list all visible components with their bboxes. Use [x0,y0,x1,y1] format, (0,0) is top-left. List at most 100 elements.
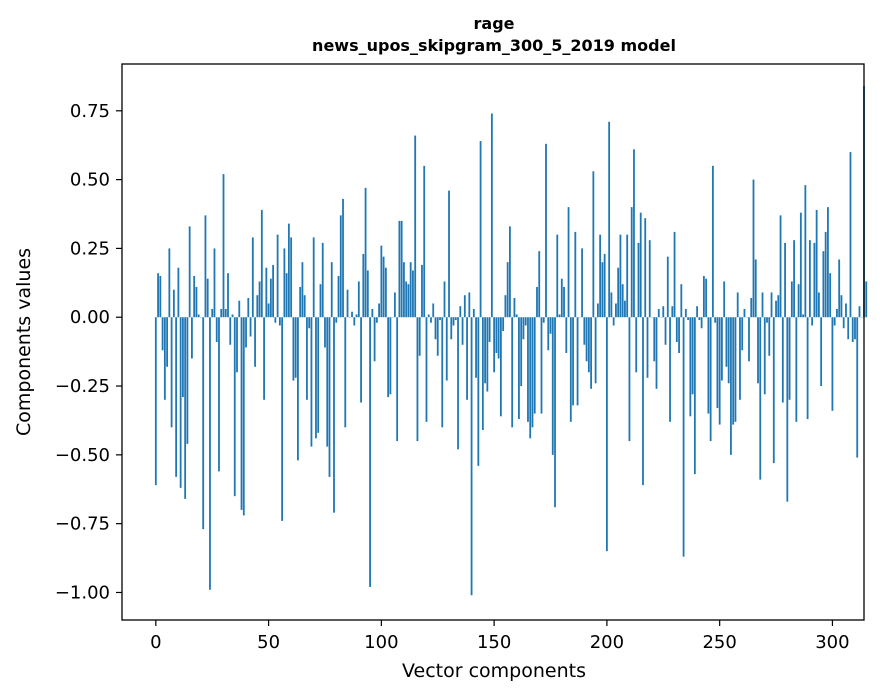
x-tick-label: 200 [590,632,624,653]
bar [628,317,631,442]
bar [705,278,708,318]
bar [432,303,435,318]
bar [479,141,482,318]
bar [603,253,606,318]
bar [493,317,496,373]
bar [294,317,297,378]
bar [342,198,344,318]
bar [671,306,674,318]
bar [560,278,563,318]
bar [799,212,802,318]
bar [673,231,676,318]
bar [833,317,836,326]
bar [723,281,726,318]
bar [290,237,293,318]
bar [822,251,825,318]
bar [416,317,419,442]
bar [563,286,565,318]
bar [319,284,322,318]
bar [596,303,599,318]
bar [209,317,211,590]
bar [499,317,502,417]
bar [759,317,762,480]
bar [583,317,586,345]
bar [687,317,689,320]
bar [698,317,701,320]
y-axis: 0.75 0.50 0.25 0.00 −0.25 −0.50 −0.75 −1.00 [55,101,122,603]
bar [700,317,703,329]
x-tick-label: 300 [815,632,849,653]
bar [680,284,683,318]
bar [170,317,173,428]
bar [403,262,405,318]
bar [619,234,622,318]
bar [840,295,843,318]
bar [815,209,818,318]
bar [409,262,412,318]
bar [452,317,455,326]
bar [247,297,250,318]
x-axis: 0 50 100 150 200 250 300 [150,620,850,653]
bar [513,297,516,318]
bar [572,317,574,406]
bar [763,317,766,395]
bar [793,240,795,318]
bar [238,300,241,318]
bar [633,149,635,318]
bar [206,278,209,318]
bar [732,317,735,425]
bar [540,317,543,414]
bar [339,215,342,318]
bar [405,281,408,318]
bar [421,264,423,318]
y-tick-label: 0.25 [70,238,110,259]
bar [380,245,383,318]
bar [592,171,595,318]
bar [454,317,457,320]
bar [362,253,365,318]
bar [824,231,827,318]
bar [775,300,777,318]
bar [615,303,617,318]
y-tick-label: −0.25 [55,376,110,397]
bar [770,292,773,318]
bar [542,317,545,323]
bar [236,317,238,373]
x-tick-label: 0 [150,632,161,653]
bar [245,317,247,348]
bar [531,317,534,428]
bar [161,317,164,351]
chart-title: rage [474,14,515,33]
bar [630,207,633,318]
bar [335,317,338,323]
bar [524,317,527,326]
bar [154,317,157,486]
bar [472,308,475,318]
bar [666,256,669,318]
bar [344,317,347,428]
bar [669,317,671,422]
bar [838,259,841,318]
bar [159,275,162,318]
bar [811,317,814,326]
bar [849,152,852,318]
bar [739,317,741,400]
bar [269,278,272,318]
bar [177,267,180,318]
bar [506,262,509,318]
bar [642,317,644,486]
bar [693,317,696,475]
bar [278,317,281,326]
bar [533,317,536,414]
bar [509,226,511,318]
bar [565,317,568,354]
bar [549,317,552,334]
bar [224,308,227,318]
bar [418,317,421,356]
bar [197,314,200,318]
bar [184,317,187,499]
bar [590,317,592,389]
bar [554,317,556,508]
bar [373,317,376,362]
bar [468,292,471,318]
